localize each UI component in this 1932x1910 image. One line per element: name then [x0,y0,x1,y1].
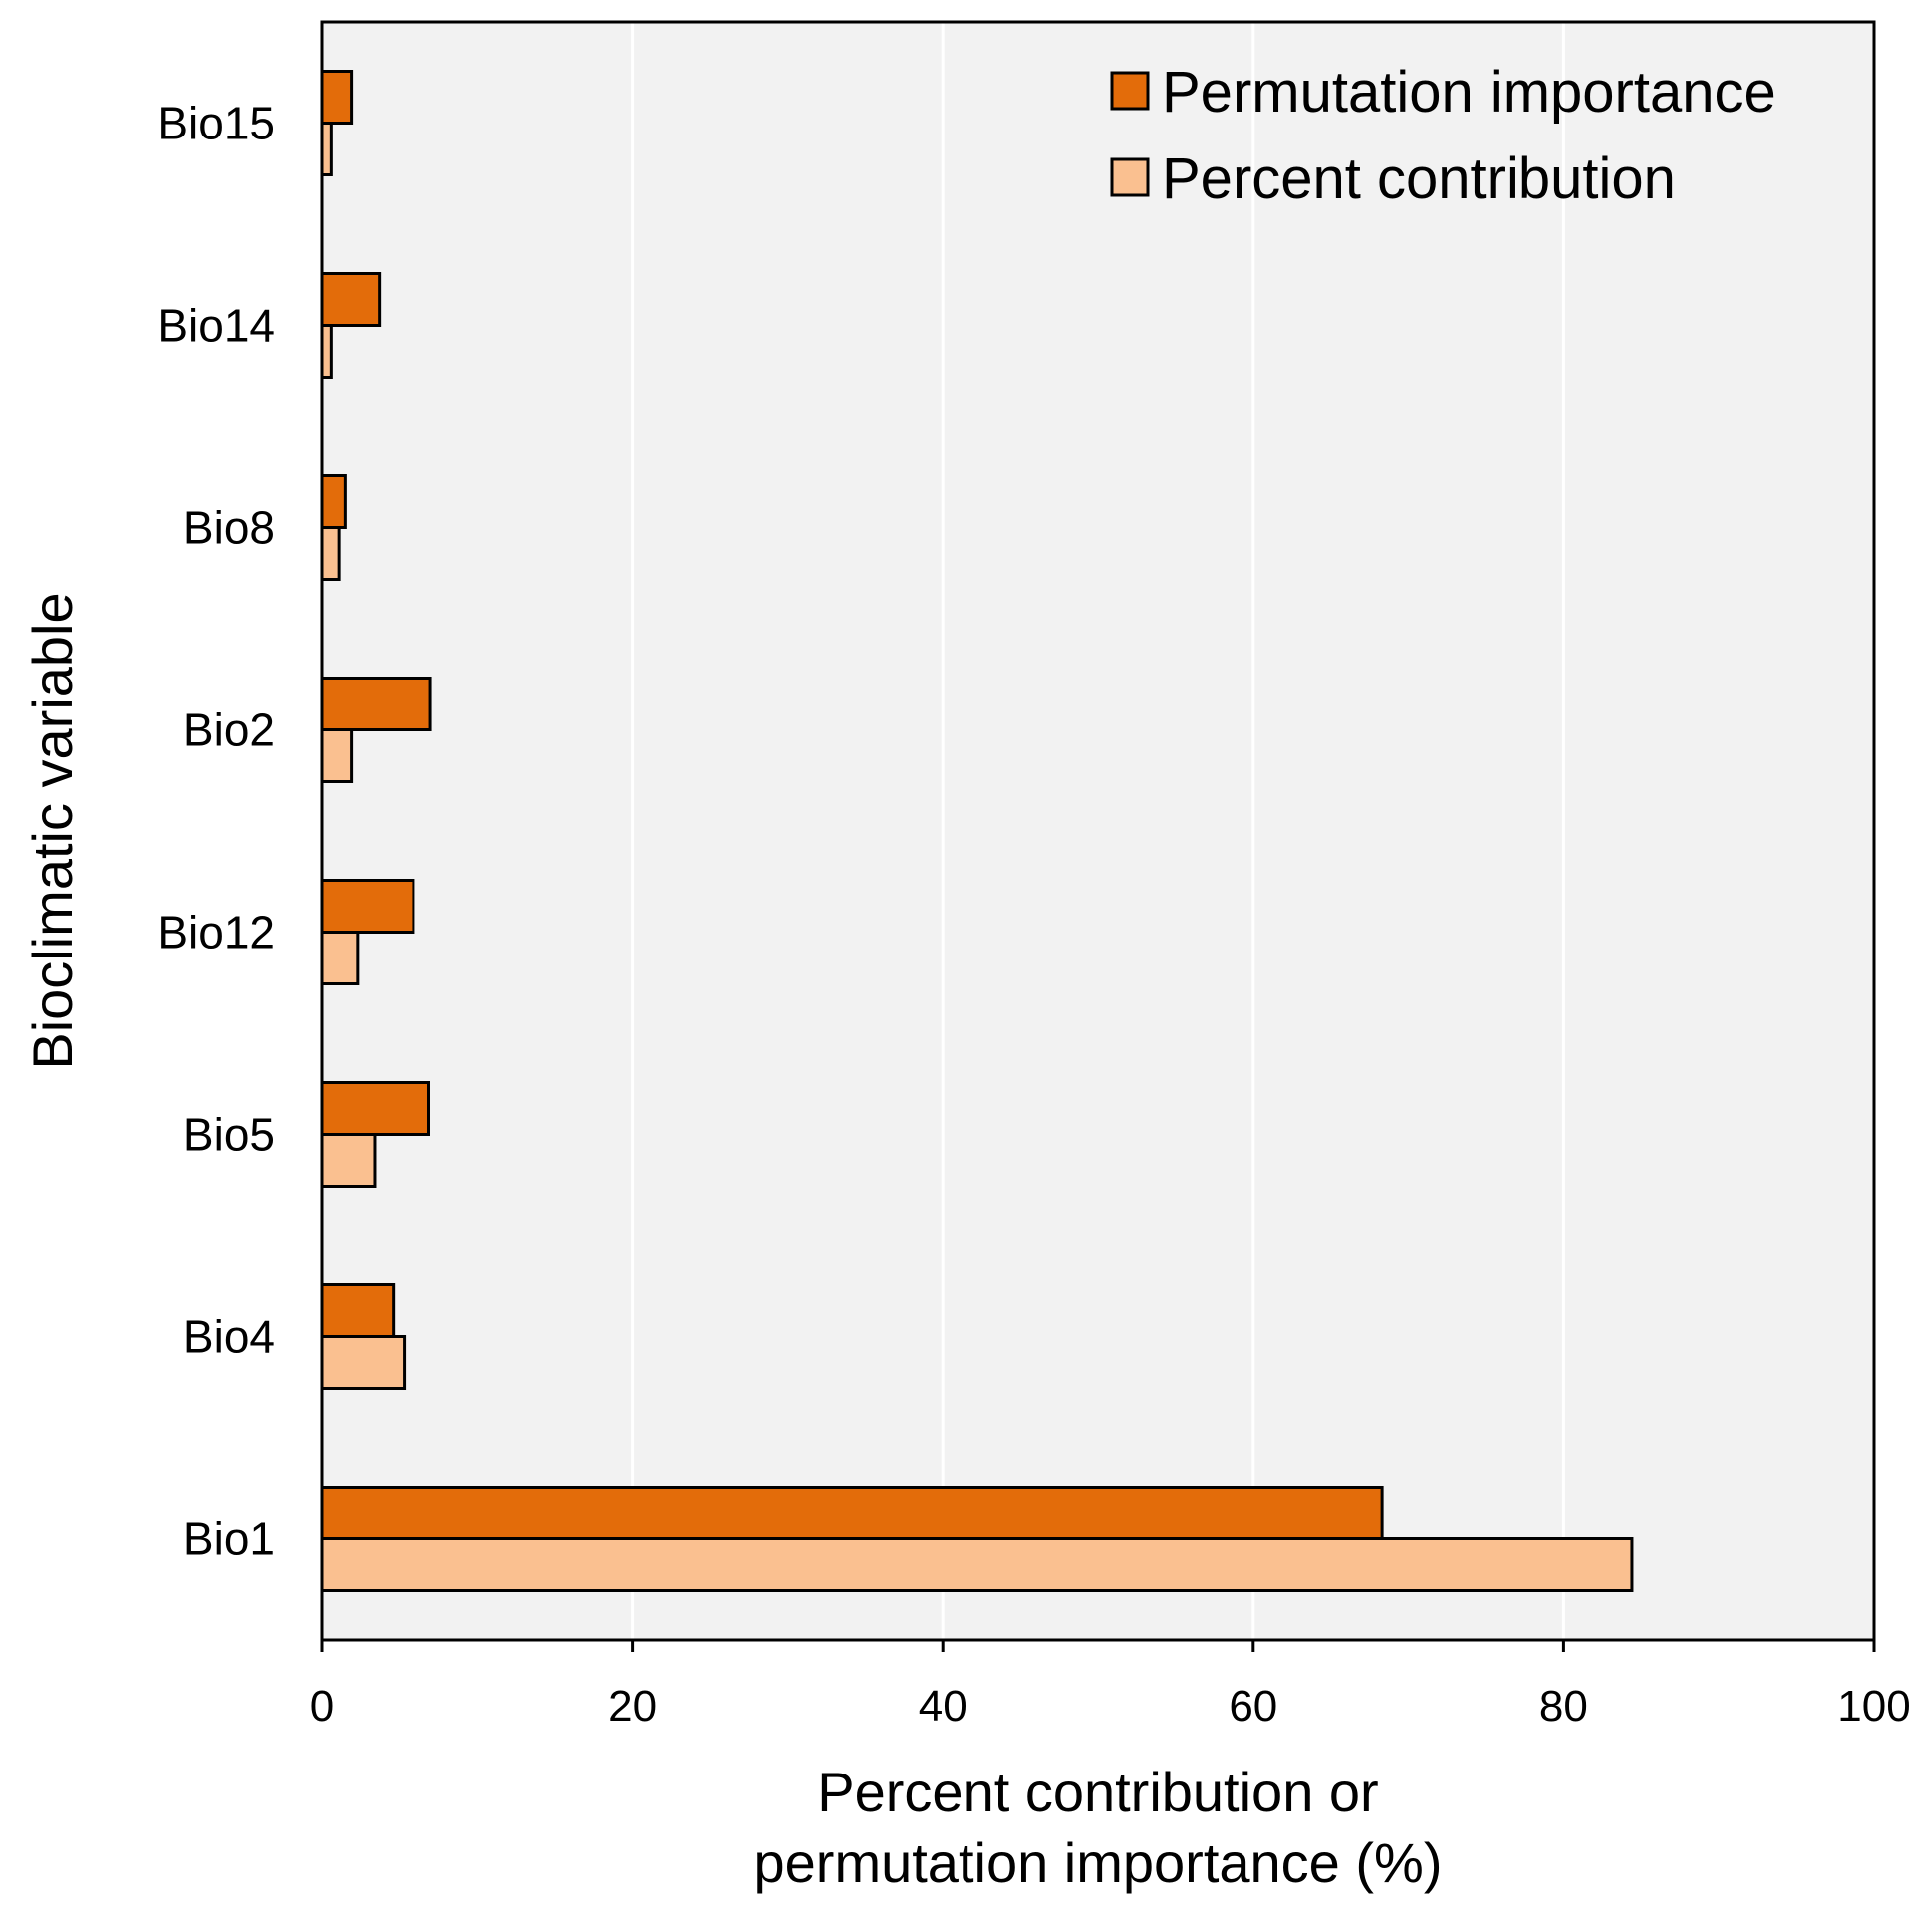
bar-bio4-permutation-importance [320,1283,396,1338]
y-category-label-bio1: Bio1 [183,1513,275,1565]
bar-bio12-permutation-importance [320,879,415,934]
bar-bio8-percent-contribution [320,526,341,581]
x-tick-label-40: 40 [919,1682,967,1731]
y-category-label-bio4: Bio4 [183,1311,275,1363]
bar-bio2-percent-contribution [320,728,354,783]
bars [320,70,1634,1592]
plot-area [322,22,1874,1640]
y-category-label-bio15: Bio15 [157,98,275,149]
x-axis-ticks: 0 20 40 60 80 100 [310,1640,1911,1731]
bar-bio1-percent-contribution [320,1537,1634,1592]
legend-swatch-permutation-importance [1110,71,1150,111]
legend-label-permutation-importance: Permutation importance [1162,60,1776,125]
legend-swatch-percent-contribution [1110,157,1150,197]
x-tick-label-60: 60 [1229,1682,1277,1731]
gridlines [631,22,1565,1640]
bar-bio15-permutation-importance [320,70,354,125]
legend-label-percent-contribution: Percent contribution [1162,146,1676,211]
y-category-label-bio14: Bio14 [157,300,275,352]
bar-bio8-permutation-importance [320,474,347,529]
plot-frame [320,20,1876,1642]
y-category-label-bio8: Bio8 [183,502,275,554]
y-category-label-bio2: Bio2 [183,704,275,756]
x-axis-title-line2: permutation importance (%) [754,1831,1443,1894]
x-tick-label-80: 80 [1539,1682,1588,1731]
x-axis-title-line1: Percent contribution or [817,1761,1378,1823]
x-tick-label-20: 20 [608,1682,657,1731]
y-category-label-bio5: Bio5 [183,1109,275,1161]
bar-bio1-permutation-importance [320,1486,1384,1540]
x-tick-label-0: 0 [310,1682,334,1731]
y-axis-categories: Bio15 Bio14 Bio8 Bio2 Bio12 Bio5 Bio4 Bio1 [157,98,275,1565]
bar-bio5-percent-contribution [320,1133,377,1188]
bar-bio5-permutation-importance [320,1081,431,1136]
legend: Permutation importance Percent contribut… [1110,60,1776,211]
bar-bio4-percent-contribution [320,1335,407,1390]
y-category-label-bio12: Bio12 [157,907,275,958]
bar-bio14-permutation-importance [320,272,382,327]
y-axis-title: Bioclimatic variable [21,592,84,1069]
bar-bio2-permutation-importance [320,677,432,731]
bar-bio12-percent-contribution [320,931,360,985]
x-tick-label-100: 100 [1837,1682,1910,1731]
